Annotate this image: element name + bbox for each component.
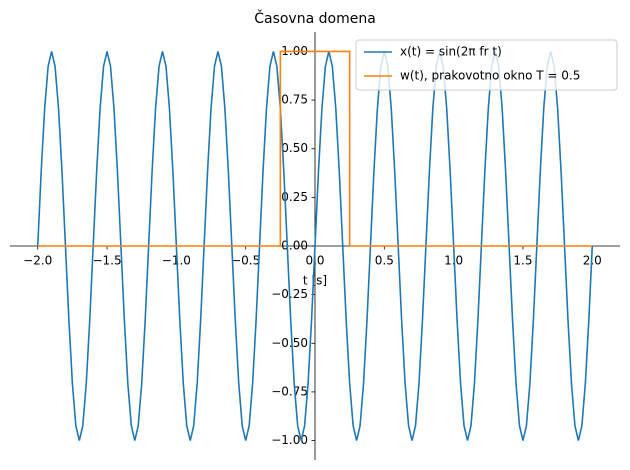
y-tick-label: 0.25 — [281, 190, 308, 204]
y-tick-label: −0.50 — [271, 336, 308, 350]
y-tick-label: −1.00 — [271, 433, 308, 447]
x-tick-label: 1.5 — [513, 254, 532, 268]
y-tick-label: 0.75 — [281, 93, 308, 107]
y-tick-label: 0.00 — [281, 239, 308, 253]
legend-box — [355, 39, 618, 91]
x-tick-label: −0.5 — [231, 254, 260, 268]
x-axis-label: t [s] — [303, 274, 327, 288]
line — [37, 50, 593, 247]
legend-label: x(t) = sin(2π fr t) — [400, 45, 502, 59]
chart-title: Časovna domena — [254, 9, 376, 27]
x-tick-label: 0.5 — [375, 254, 394, 268]
y-tick-label: 0.50 — [281, 141, 308, 155]
x-tick-label: −2.0 — [23, 254, 52, 268]
x-tick-label: −1.5 — [92, 254, 121, 268]
legend-label: w(t), prakovotno okno T = 0.5 — [400, 69, 580, 83]
y-tick-label: −0.75 — [271, 384, 308, 398]
